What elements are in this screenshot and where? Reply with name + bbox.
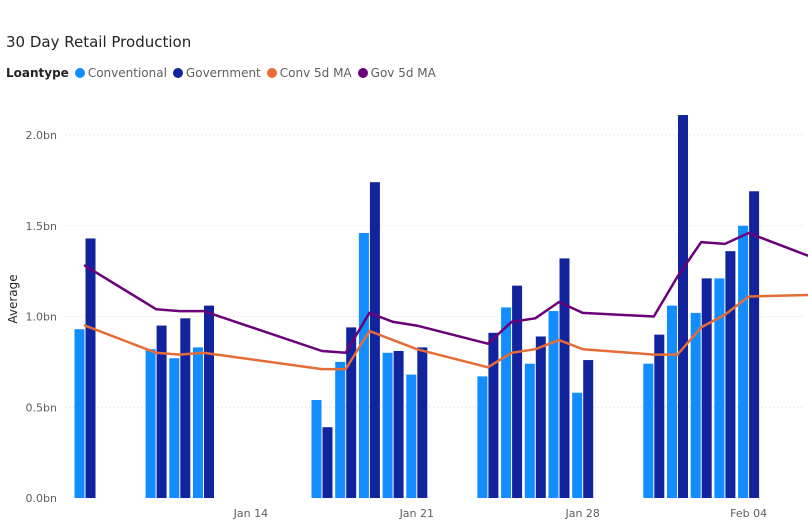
bar-conventional <box>714 278 725 498</box>
bar-government <box>85 238 96 498</box>
x-tick-label: Jan 14 <box>233 507 268 520</box>
legend-dot-icon <box>357 68 368 78</box>
bar-conventional <box>690 312 701 498</box>
ma-lines <box>83 231 808 371</box>
bar-government <box>417 347 428 498</box>
legend-label: Conventional <box>87 66 167 80</box>
bar-conventional <box>382 352 393 498</box>
legend: Loantype Conventional Government Conv 5d… <box>6 66 442 80</box>
x-axis: Jan 14 Jan 21 Jan 28 Feb 04 <box>233 507 767 520</box>
bar-government <box>204 305 214 498</box>
bar-government <box>701 278 712 498</box>
bar-conventional <box>548 311 559 498</box>
x-tick-label: Feb 04 <box>730 507 767 520</box>
bar-conventional <box>477 376 488 498</box>
y-tick-label: 0.5bn <box>26 401 57 414</box>
bar-conventional <box>501 307 512 498</box>
bar-government <box>535 336 546 498</box>
legend-item-conventional[interactable]: Conventional <box>74 66 167 80</box>
bar-conventional <box>169 358 180 498</box>
bar-government <box>322 427 333 498</box>
legend-dot-icon <box>74 68 85 78</box>
bar-government <box>749 191 760 498</box>
bar-government <box>654 334 665 498</box>
y-axis: 0.0bn 0.5bn 1.0bn 1.5bn 2.0bn <box>26 129 57 505</box>
bar-conventional <box>667 305 677 498</box>
bar-government <box>559 258 570 498</box>
bar-conventional <box>738 225 749 498</box>
bar-government <box>725 251 736 498</box>
legend-label: Gov 5d MA <box>370 66 436 80</box>
legend-title: Loantype <box>6 66 69 80</box>
bar-government <box>346 327 357 498</box>
legend-label: Government <box>185 66 261 80</box>
legend-dot-icon <box>266 68 277 78</box>
bar-conventional <box>311 399 322 498</box>
bar-conventional <box>643 363 654 498</box>
x-tick-label: Jan 28 <box>564 507 599 520</box>
bar-government <box>488 332 499 498</box>
bar-government <box>583 360 594 498</box>
bar-government <box>369 182 380 498</box>
line-conv-5d-ma <box>83 293 808 371</box>
y-axis-title: Average <box>6 274 20 323</box>
bar-government <box>512 285 523 498</box>
x-tick-label: Jan 21 <box>399 507 434 520</box>
y-tick-label: 2.0bn <box>26 129 57 142</box>
bar-government <box>393 350 404 498</box>
bar-government <box>678 115 688 498</box>
legend-item-gov-5d-ma[interactable]: Gov 5d MA <box>357 66 436 80</box>
bar-conventional <box>145 349 156 498</box>
y-tick-label: 0.0bn <box>26 492 57 505</box>
legend-item-government[interactable]: Government <box>172 66 261 80</box>
legend-label: Conv 5d MA <box>279 66 352 80</box>
y-tick-label: 1.0bn <box>26 311 57 324</box>
bar-conventional <box>335 361 346 498</box>
legend-dot-icon <box>172 68 183 78</box>
bar-government <box>156 325 167 498</box>
bar-conventional <box>358 233 369 498</box>
bars <box>74 115 760 498</box>
bar-conventional <box>572 392 583 498</box>
chart-title: 30 Day Retail Production <box>6 33 192 51</box>
line-gov-5d-ma <box>83 231 808 355</box>
bar-government <box>180 318 191 498</box>
bar-conventional <box>524 363 535 498</box>
bar-conventional <box>193 347 203 498</box>
bar-conventional <box>74 329 85 498</box>
bar-conventional <box>406 374 417 498</box>
legend-item-conv-5d-ma[interactable]: Conv 5d MA <box>266 66 352 80</box>
y-tick-label: 1.5bn <box>26 220 57 233</box>
